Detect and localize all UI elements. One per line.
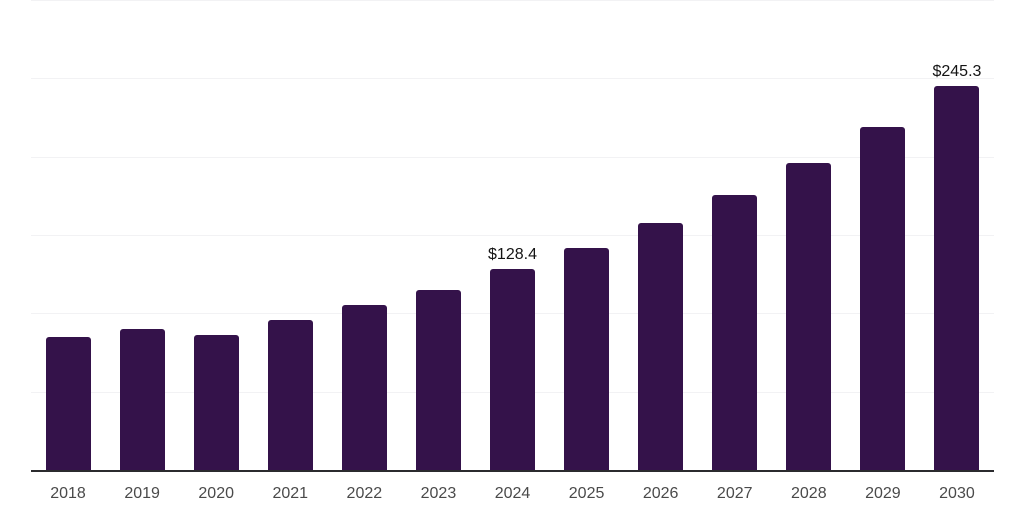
- x-tick-label-2026: 2026: [642, 485, 679, 502]
- bar-2025: [564, 247, 610, 470]
- x-tick-label-2023: 2023: [420, 485, 457, 502]
- bar-2022: [341, 304, 387, 470]
- bar-2028: [786, 162, 832, 470]
- x-axis-line: [31, 470, 994, 472]
- bar-2023: [415, 289, 461, 470]
- x-tick-label-2025: 2025: [568, 485, 605, 502]
- bar-2021: [267, 319, 313, 470]
- gridline-250: [31, 78, 994, 80]
- bar-2024: [490, 268, 535, 470]
- x-tick-label-2019: 2019: [124, 485, 160, 502]
- x-tick-label-2028: 2028: [791, 485, 827, 502]
- x-tick-label-2024: 2024: [494, 485, 531, 502]
- bar-2018: [45, 336, 91, 470]
- x-tick-label-2022: 2022: [346, 485, 383, 502]
- bar-2019: [119, 328, 165, 470]
- x-tick-label-2027: 2027: [716, 485, 753, 502]
- bar-2020: [193, 334, 239, 470]
- x-tick-label-2018: 2018: [50, 485, 86, 502]
- bar-2030: [934, 85, 980, 470]
- x-tick-label-2029: 2029: [865, 485, 901, 502]
- x-tick-label-2020: 2020: [198, 485, 234, 502]
- x-tick-label-2021: 2021: [272, 485, 309, 502]
- plot-area: $128.4 $245.3: [31, 0, 994, 470]
- data-label-2030: $245.3: [932, 62, 982, 80]
- data-label-2024: $128.4: [488, 245, 537, 263]
- x-tick-label-2030: 2030: [939, 485, 975, 502]
- gridline-150: [31, 235, 994, 236]
- bar-2026: [638, 222, 684, 470]
- bar-2027: [712, 194, 758, 470]
- bar-2029: [860, 126, 906, 470]
- gridline-200: [31, 156, 994, 158]
- gridline-300: [31, 0, 994, 1]
